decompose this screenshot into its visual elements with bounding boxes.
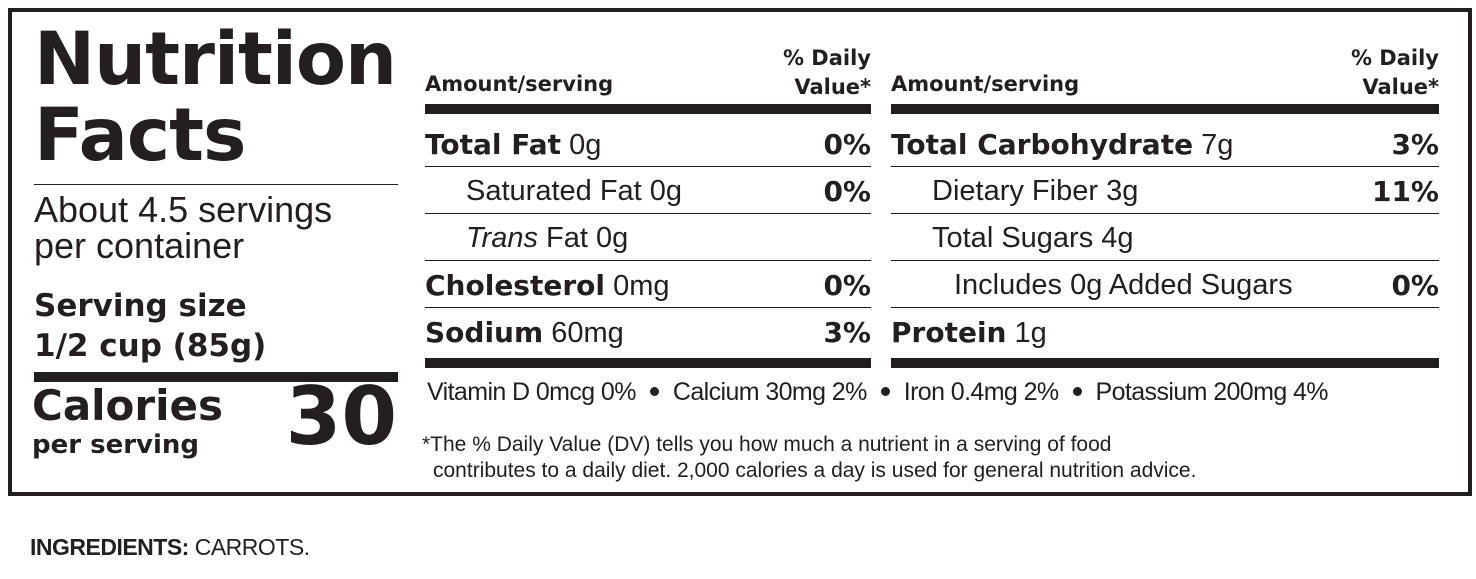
footnote-line-2: contributes to a daily diet. 2,000 calor… [433,459,1197,482]
ingredients-label: INGREDIENTS: [30,534,189,560]
calories-sub-label: per serving [32,430,200,460]
footnote-line-1: *The % Daily Value (DV) tells you how mu… [422,433,1112,456]
daily-value-footnote: *The % Daily Value (DV) tells you how mu… [422,432,1422,484]
nutrient-row: Total Carbohydrate 7g 3% [891,120,1439,167]
title-line-1: Nutrition [34,17,397,102]
nutrition-facts-panel: Nutrition Facts About 4.5 servings per c… [8,8,1472,496]
nutrient-row: Dietary Fiber 3g 11% [891,167,1439,214]
nutrient-daily-value: 0% [823,175,871,208]
nutrient-name: Includes 0g Added Sugars [954,269,1293,301]
nutrient-amount: 60mg [551,317,624,349]
nutrient-name: Total Fat [425,128,562,161]
calories-label: Calories [32,381,224,430]
nutrient-row: Protein 1g [891,308,1439,355]
nutrient-label: Dietary Fiber 3g [932,175,1138,208]
vitamin-mineral-item: Calcium 30mg 2% [672,378,867,406]
vitamin-mineral-item: Vitamin D 0mcg 0% [427,378,636,406]
vitamins-minerals-line: Vitamin D 0mcg 0% Calcium 30mg 2% Iron 0.4… [427,378,1439,407]
title-line-2: Facts [34,93,246,178]
dv-header-line-2: Value* [794,75,871,99]
daily-value-header: % Daily Value* [783,44,871,102]
servings-line-1: About 4.5 servings [34,189,333,230]
nutrient-label: Total Carbohydrate 7g [891,128,1233,162]
dv-header-line-1: % Daily [782,46,871,70]
nutrient-rows-left: Total Fat 0g 0% Saturated Fat 0g 0% Trans Fa… [425,120,871,355]
calories-divider [34,372,398,382]
bullet-separator [1072,386,1082,396]
ingredients-text: CARROTS. [194,534,310,560]
panel-title: Nutrition Facts [34,22,397,174]
nutrient-daily-value: 0% [823,269,871,302]
nutrient-amount: 0g [569,129,602,161]
serving-size-value: 1/2 cup (85g) [34,328,267,364]
nutrient-row: Cholesterol 0mg 0% [425,261,871,308]
bottom-rule-right [891,358,1439,368]
nutrient-amount: 3g [1106,175,1139,207]
bottom-rule-left [425,358,871,368]
nutrient-amount: 0g [649,175,683,207]
serving-size: Serving size 1/2 cup (85g) [34,286,266,366]
nutrient-label: Saturated Fat 0g [466,175,682,208]
nutrient-row: Includes 0g Added Sugars 0% [891,261,1439,308]
dv-header-line-1: % Daily [1350,46,1439,70]
nutrient-label: Protein 1g [891,316,1047,350]
nutrient-label: Cholesterol 0mg [425,269,669,303]
nutrient-name: Cholesterol [425,269,605,302]
nutrient-name: Sodium [425,316,544,349]
nutrient-daily-value: 0% [823,128,871,161]
nutrient-name: Protein [891,316,1007,349]
amount-serving-header: Amount/serving [425,72,614,96]
serving-size-label: Serving size [34,288,247,324]
calories-value: 30 [285,370,397,463]
nutrient-row: Sodium 60mg 3% [425,308,871,355]
nutrient-amount: 7g [1201,129,1234,161]
ingredients-statement: INGREDIENTS: CARROTS. [30,534,310,561]
nutrient-name: Trans [466,222,538,254]
servings-line-2: per container [34,225,245,266]
nutrient-name-rest: Fat [546,222,588,254]
nutrient-name: Total Carbohydrate [891,128,1194,161]
nutrient-row: Total Sugars 4g [891,214,1439,261]
header-rule [891,104,1439,114]
nutrient-row: Total Fat 0g 0% [425,120,871,167]
bullet-separator [649,386,659,396]
nutrient-label: Total Sugars 4g [932,222,1134,255]
nutrient-rows-right: Total Carbohydrate 7g 3% Dietary Fiber 3g 1… [891,120,1439,355]
nutrient-daily-value: 3% [823,316,871,349]
nutrient-label: Sodium 60mg [425,316,624,350]
servings-per-container: About 4.5 servings per container [34,192,332,264]
bullet-separator [880,386,890,396]
nutrient-amount: 1g [1014,317,1047,349]
nutrient-row: Saturated Fat 0g 0% [425,167,871,214]
nutrient-label: Trans Fat 0g [466,222,628,255]
nutrient-name: Dietary Fiber [932,175,1098,207]
dv-header-line-2: Value* [1362,75,1439,99]
nutrient-daily-value: 11% [1371,175,1439,208]
divider [34,184,398,185]
amount-serving-header: Amount/serving [891,72,1080,96]
nutrient-name: Saturated Fat [466,175,642,207]
nutrient-name: Total Sugars [932,222,1094,254]
vitamin-mineral-item: Iron 0.4mg 2% [903,378,1059,406]
vitamin-mineral-item: Potassium 200mg 4% [1095,378,1329,406]
nutrient-amount: 4g [1101,222,1134,254]
nutrient-row: Trans Fat 0g [425,214,871,261]
nutrient-amount: 0mg [613,270,670,302]
nutrient-daily-value: 0% [1391,269,1439,302]
header-rule [425,104,871,114]
nutrient-label: Includes 0g Added Sugars [954,269,1293,302]
nutrient-amount: 0g [596,222,629,254]
nutrient-label: Total Fat 0g [425,128,601,162]
daily-value-header: % Daily Value* [1351,44,1439,102]
nutrient-daily-value: 3% [1391,128,1439,161]
